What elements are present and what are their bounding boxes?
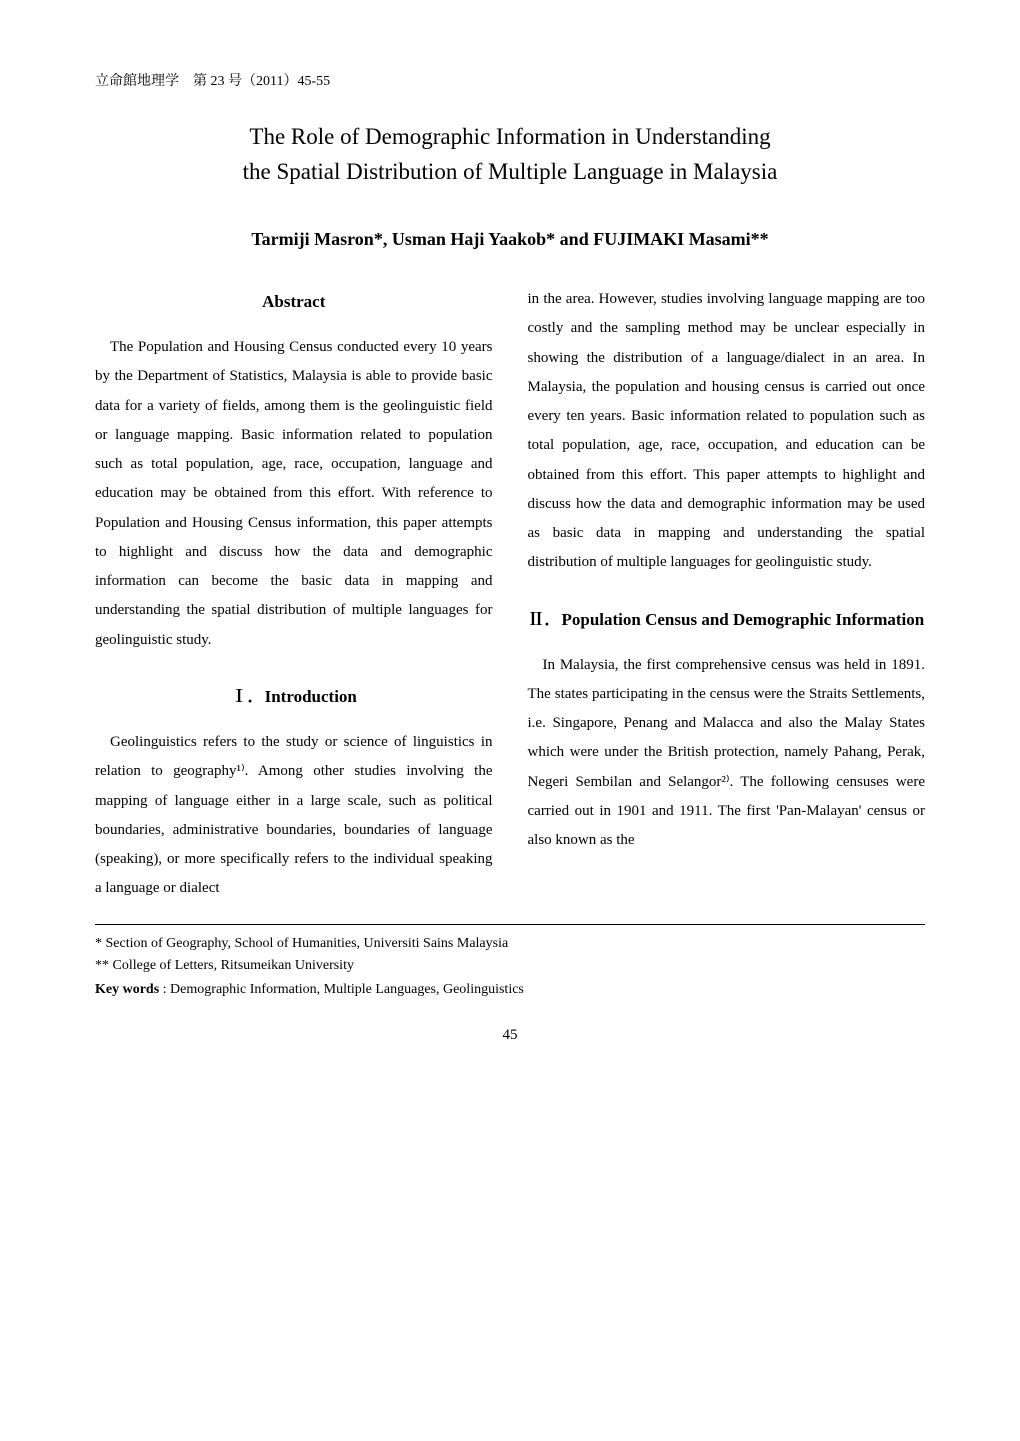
right-column: in the area. However, studies involving … — [528, 285, 926, 904]
keywords-line: Key words : Demographic Information, Mul… — [95, 979, 925, 1001]
page-number: 45 — [95, 1027, 925, 1044]
keywords-label: Key words — [95, 982, 159, 997]
abstract-text: The Population and Housing Census conduc… — [95, 333, 493, 655]
abstract-heading: Abstract — [95, 285, 493, 318]
footnote-1: * Section of Geography, School of Humani… — [95, 933, 925, 955]
footnote-2: ** College of Letters, Ritsumeikan Unive… — [95, 955, 925, 977]
section-1-heading: Ⅰ．Introduction — [95, 680, 493, 713]
left-column: Abstract The Population and Housing Cens… — [95, 285, 493, 904]
section-2-text: In Malaysia, the first comprehensive cen… — [528, 651, 926, 856]
title-line-1: The Role of Demographic Information in U… — [95, 120, 925, 155]
journal-name: 立命館地理学 第 23 号（2011）45-55 — [95, 74, 330, 89]
title-line-2: the Spatial Distribution of Multiple Lan… — [95, 155, 925, 190]
journal-header: 立命館地理学 第 23 号（2011）45-55 — [95, 70, 925, 90]
section-1-text: Geolinguistics refers to the study or sc… — [95, 728, 493, 904]
authors-line: Tarmiji Masron*, Usman Haji Yaakob* and … — [95, 229, 925, 250]
title-block: The Role of Demographic Information in U… — [95, 120, 925, 189]
keywords-text: : Demographic Information, Multiple Lang… — [159, 982, 524, 997]
footnotes-block: * Section of Geography, School of Humani… — [95, 924, 925, 1002]
intro-continuation-text: in the area. However, studies involving … — [528, 285, 926, 578]
two-column-body: Abstract The Population and Housing Cens… — [95, 285, 925, 904]
section-2-heading: Ⅱ．Population Census and Demographic Info… — [528, 603, 926, 636]
